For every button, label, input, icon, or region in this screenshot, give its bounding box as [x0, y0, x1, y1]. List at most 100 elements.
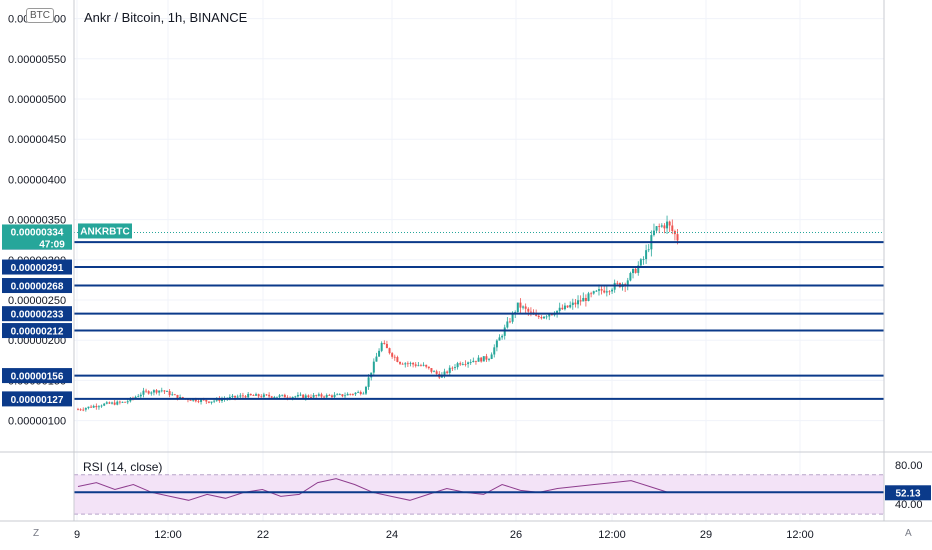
candle-body [658, 226, 661, 227]
candle-body [498, 337, 501, 341]
candle-body [577, 300, 580, 305]
candle-body [519, 302, 522, 308]
candle-body [126, 401, 129, 403]
candle-body [278, 395, 281, 397]
time-tick-label: 24 [386, 529, 398, 541]
candle-body [645, 250, 648, 260]
candle-body [488, 358, 491, 360]
candle-body [108, 402, 111, 404]
candle-body [171, 394, 174, 396]
zoom-icon[interactable]: Z [33, 528, 40, 539]
candle-body [409, 362, 412, 364]
candle-body [524, 306, 527, 309]
candle-body [257, 394, 260, 397]
candle-body [150, 392, 153, 394]
support-resistance-levels[interactable] [74, 241, 884, 400]
time-tick-label: 12:00 [154, 529, 182, 541]
candle-body [396, 357, 399, 362]
candle-body [629, 273, 632, 281]
candle-body [637, 265, 640, 273]
candle-body [459, 363, 462, 365]
candle-body [100, 405, 103, 407]
candle-body [550, 314, 553, 316]
level-price-box [2, 391, 72, 407]
candle-body [158, 390, 161, 393]
candle-body [561, 307, 564, 310]
candle-body [118, 401, 121, 403]
candle-body [255, 394, 258, 396]
candle-body [516, 302, 519, 313]
candle-body [474, 360, 477, 362]
candle-body [228, 396, 231, 399]
candle-body [312, 395, 315, 398]
candle-body [320, 394, 323, 397]
time-tick-label: 29 [700, 529, 712, 541]
candle-body [304, 395, 307, 398]
candle-body [90, 406, 93, 408]
candle-body [283, 394, 286, 398]
candle-body [579, 300, 582, 302]
candle-body [207, 401, 210, 403]
candle-body [592, 291, 595, 294]
candle-body [527, 308, 530, 312]
candle-body [603, 290, 606, 293]
candle-body [367, 377, 370, 387]
symbol-tag-box [78, 223, 132, 239]
candle-body [317, 394, 320, 396]
candle-body [501, 335, 504, 338]
candle-body [268, 394, 271, 397]
candle-body [124, 401, 127, 403]
candle-body [92, 405, 95, 408]
candle-body [451, 367, 454, 369]
current-price-value: 0.00000334 [11, 227, 64, 238]
candle-body [357, 391, 360, 393]
level-price-label: 0.00000156 [11, 372, 64, 383]
candle-body [147, 391, 150, 394]
candle-body [116, 401, 119, 405]
candle-body [595, 290, 598, 292]
candle-body [372, 361, 375, 373]
candle-body [537, 315, 540, 318]
time-tick-label: 12:00 [598, 529, 626, 541]
candle-body [341, 394, 344, 397]
candle-body [160, 390, 163, 392]
candle-body [336, 394, 339, 396]
candle-body [163, 390, 166, 392]
candle-body [121, 401, 124, 403]
candle-body [173, 394, 176, 396]
candle-body [495, 340, 498, 348]
candle-body [388, 348, 391, 354]
chart-grid [74, 0, 884, 521]
candle-body [176, 394, 179, 399]
candle-body [359, 391, 362, 395]
candle-body [103, 403, 106, 406]
candle-body [252, 395, 255, 396]
level-price-box [2, 278, 72, 294]
candle-body [189, 400, 192, 401]
candle-body [194, 399, 197, 402]
candle-body [152, 390, 155, 393]
candle-body [84, 408, 87, 410]
candle-body [393, 356, 396, 358]
candle-body [328, 395, 331, 396]
rsi-tick-label: 80.00 [895, 460, 923, 472]
auto-scale-icon[interactable]: A [905, 528, 912, 539]
candle-body [632, 268, 635, 274]
candle-body [417, 365, 420, 367]
candle-body [676, 234, 679, 241]
candle-body [338, 394, 341, 396]
candle-body [503, 327, 506, 336]
current-price-box [2, 224, 72, 250]
candle-body [265, 394, 268, 396]
currency-badge[interactable]: BTC [26, 8, 54, 23]
candle-body [310, 397, 313, 398]
candle-body [642, 259, 645, 260]
candle-body [611, 289, 614, 292]
candle-body [490, 354, 493, 359]
candle-body [351, 394, 354, 395]
candle-body [467, 362, 470, 365]
price-tick-label: 0.00000100 [8, 416, 66, 428]
candle-body [660, 225, 663, 227]
candle-body [422, 364, 425, 366]
